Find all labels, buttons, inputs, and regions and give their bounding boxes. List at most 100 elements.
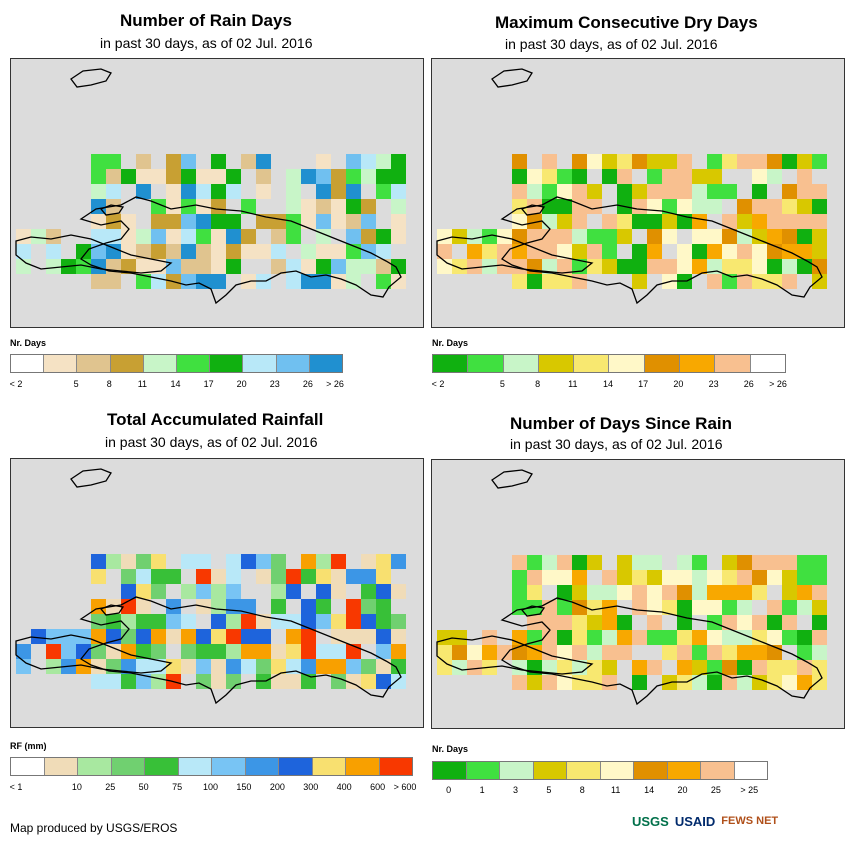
map-grid-cell <box>91 184 106 199</box>
map-grid-cell <box>106 554 121 569</box>
map-grid-cell <box>812 244 827 259</box>
map-grid-cell <box>797 259 812 274</box>
map-grid-cell <box>271 644 286 659</box>
map-grid-cell <box>286 674 301 689</box>
map-grid-cell <box>692 600 707 615</box>
map-grid-cell <box>301 659 316 674</box>
map-grid-cell <box>211 274 226 289</box>
map-grid-cell <box>286 259 301 274</box>
map-grid-cell <box>557 600 572 615</box>
map-grid-cell <box>632 259 647 274</box>
map-grid-cell <box>136 629 151 644</box>
map-grid-cell <box>782 570 797 585</box>
map-grid-cell <box>797 570 812 585</box>
map-grid-cell <box>211 644 226 659</box>
map-grid-cell <box>707 244 722 259</box>
map-grid-cell <box>346 259 361 274</box>
map-grid-cell <box>331 214 346 229</box>
legend-tick-label: 8 <box>106 379 112 389</box>
legend-tick-label: 20 <box>236 379 247 389</box>
rainfall-map[interactable] <box>10 458 424 728</box>
map-grid-cell <box>346 199 361 214</box>
map-grid-cell <box>166 614 181 629</box>
coastline <box>520 605 546 617</box>
map-grid-cell <box>707 199 722 214</box>
map-grid-cell <box>106 154 121 169</box>
map-grid-cell <box>106 674 121 689</box>
legend-tick-label: < 1 <box>9 782 23 792</box>
legend-swatch <box>433 355 469 372</box>
map-grid-cell <box>226 569 241 584</box>
map-grid-cell <box>391 184 406 199</box>
panel-title: Number of Rain Days <box>120 11 292 30</box>
map-grid-cell <box>617 555 632 570</box>
map-grid-cell <box>301 554 316 569</box>
map-grid-cell <box>256 184 271 199</box>
map-grid-cell <box>331 614 346 629</box>
map-grid-cell <box>166 599 181 614</box>
map-grid-cell <box>797 169 812 184</box>
map-grid-cell <box>692 645 707 660</box>
legend-swatch <box>634 762 668 779</box>
map-grid-cell <box>587 229 602 244</box>
coastline <box>70 468 112 488</box>
map-grid-cell <box>256 154 271 169</box>
map-grid-cell <box>316 154 331 169</box>
map-grid-cell <box>286 659 301 674</box>
map-grid-cell <box>181 154 196 169</box>
legend-tick-label: > 26 <box>326 379 344 389</box>
map-grid-cell <box>361 659 376 674</box>
map-grid-cell <box>121 214 136 229</box>
map-grid-cell <box>722 615 737 630</box>
map-grid-cell <box>587 585 602 600</box>
map-grid-cell <box>542 184 557 199</box>
map-grid-cell <box>587 645 602 660</box>
legend-tick-label: 10 <box>71 782 82 792</box>
map-grid-cell <box>151 229 166 244</box>
legend-tick-label: 11 <box>137 379 148 389</box>
map-grid-cell <box>106 169 121 184</box>
map-grid-cell <box>331 554 346 569</box>
map-grid-cell <box>587 244 602 259</box>
map-grid-cell <box>166 169 181 184</box>
map-grid-cell <box>346 184 361 199</box>
map-grid-cell <box>241 554 256 569</box>
map-grid-cell <box>677 184 692 199</box>
map-grid-cell <box>121 614 136 629</box>
map-grid-cell <box>331 184 346 199</box>
legend-swatch <box>145 758 179 775</box>
map-grid-cell <box>106 614 121 629</box>
legend-tick-label: 14 <box>170 379 181 389</box>
rain-days-map[interactable] <box>10 58 424 328</box>
map-grid-cell <box>692 229 707 244</box>
map-grid-cell <box>557 199 572 214</box>
map-grid-cell <box>437 645 452 660</box>
map-grid-cell <box>632 154 647 169</box>
map-grid-cell <box>121 259 136 274</box>
map-grid-cell <box>692 585 707 600</box>
legend-swatch <box>77 355 111 372</box>
dry-days-map[interactable] <box>431 58 845 328</box>
legend-swatch <box>574 355 610 372</box>
map-grid-cell <box>737 154 752 169</box>
map-grid-cell <box>241 614 256 629</box>
map-grid-cell <box>166 629 181 644</box>
map-grid-cell <box>346 169 361 184</box>
map-grid-cell <box>136 644 151 659</box>
map-grid-cell <box>91 244 106 259</box>
map-grid-cell <box>166 214 181 229</box>
map-grid-cell <box>211 259 226 274</box>
map-grid-cell <box>767 615 782 630</box>
map-grid-cell <box>361 584 376 599</box>
map-grid-cell <box>76 644 91 659</box>
map-grid-cell <box>241 229 256 244</box>
map-grid-cell <box>136 229 151 244</box>
map-grid-cell <box>782 259 797 274</box>
map-grid-cell <box>271 259 286 274</box>
days-since-rain-map[interactable] <box>431 459 845 729</box>
map-grid-cell <box>316 584 331 599</box>
map-grid-cell <box>301 674 316 689</box>
map-grid-cell <box>196 584 211 599</box>
map-grid-cell <box>587 660 602 675</box>
map-grid-cell <box>241 154 256 169</box>
